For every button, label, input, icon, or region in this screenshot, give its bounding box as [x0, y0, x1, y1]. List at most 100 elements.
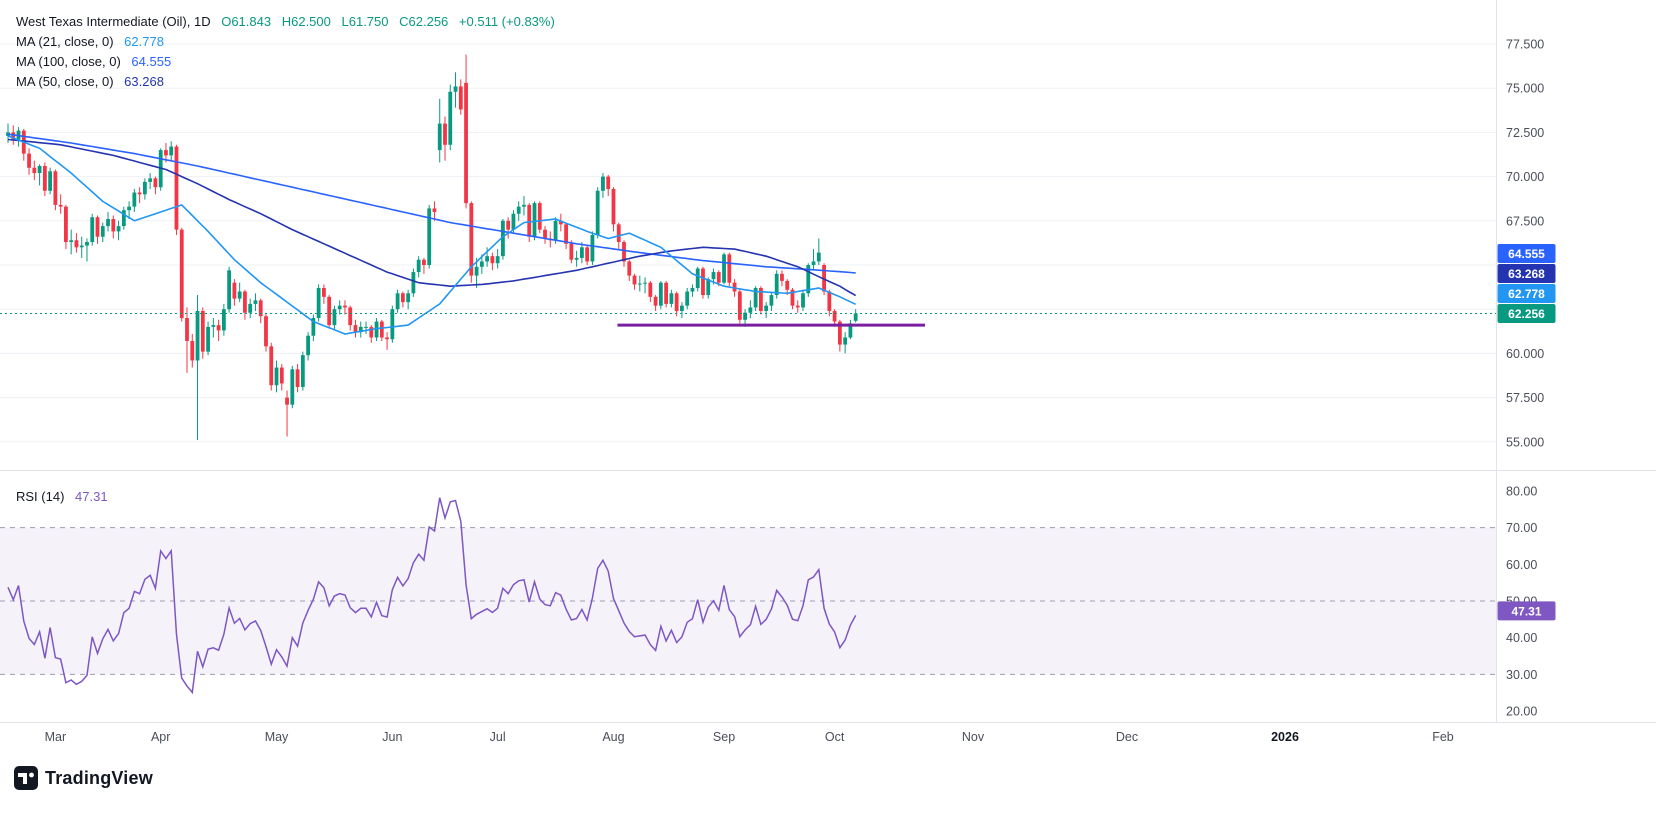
- symbol-row[interactable]: West Texas Intermediate (Oil), 1D O61.84…: [16, 12, 555, 32]
- candle[interactable]: [121, 210, 126, 227]
- candle[interactable]: [64, 206, 68, 243]
- candle[interactable]: [611, 188, 616, 225]
- candle[interactable]: [732, 282, 737, 292]
- ma50-line[interactable]: [7, 138, 857, 297]
- candle[interactable]: [69, 240, 74, 243]
- candle[interactable]: [369, 326, 374, 338]
- candle[interactable]: [142, 181, 147, 195]
- candle[interactable]: [495, 256, 500, 264]
- candle[interactable]: [848, 323, 853, 338]
- candle[interactable]: [485, 256, 490, 262]
- candle[interactable]: [6, 132, 10, 136]
- tradingview-logo[interactable]: TradingView: [14, 766, 153, 790]
- candle[interactable]: [11, 132, 16, 140]
- candle[interactable]: [190, 341, 195, 361]
- candle[interactable]: [111, 219, 116, 232]
- candle[interactable]: [616, 224, 621, 243]
- candle[interactable]: [448, 91, 453, 145]
- candle[interactable]: [511, 213, 516, 230]
- candle[interactable]: [200, 310, 205, 352]
- candle[interactable]: [206, 326, 210, 352]
- candle[interactable]: [348, 307, 353, 326]
- candle[interactable]: [674, 293, 679, 311]
- candle[interactable]: [490, 256, 495, 264]
- candle[interactable]: [680, 305, 684, 311]
- candle[interactable]: [279, 367, 284, 384]
- candle[interactable]: [237, 291, 242, 299]
- candle[interactable]: [337, 305, 342, 310]
- candle[interactable]: [27, 153, 31, 168]
- candle[interactable]: [827, 291, 832, 311]
- candle[interactable]: [601, 176, 605, 191]
- candle[interactable]: [264, 316, 268, 347]
- candle[interactable]: [411, 272, 416, 294]
- price-axis[interactable]: 77.500 75.000 72.500 70.000 67.500 60.000 57.5…: [1496, 0, 1656, 470]
- candle[interactable]: [427, 208, 432, 265]
- candle[interactable]: [643, 282, 647, 284]
- candlestick-series[interactable]: [6, 54, 858, 441]
- candle[interactable]: [722, 254, 726, 283]
- candle[interactable]: [527, 204, 532, 237]
- candle[interactable]: [179, 229, 184, 319]
- candle[interactable]: [853, 313, 858, 321]
- candle[interactable]: [790, 289, 795, 306]
- candle[interactable]: [353, 325, 358, 333]
- candle[interactable]: [379, 321, 384, 338]
- candle[interactable]: [400, 293, 405, 303]
- candle[interactable]: [453, 86, 458, 92]
- candle[interactable]: [137, 192, 142, 195]
- candle[interactable]: [274, 367, 279, 386]
- candle[interactable]: [95, 217, 100, 237]
- candle[interactable]: [311, 318, 316, 336]
- candle[interactable]: [558, 220, 563, 225]
- candle[interactable]: [390, 309, 395, 340]
- candle[interactable]: [132, 192, 137, 207]
- candle[interactable]: [574, 257, 579, 260]
- candle[interactable]: [443, 123, 447, 145]
- candle[interactable]: [764, 305, 769, 311]
- candle[interactable]: [801, 293, 805, 308]
- candle[interactable]: [148, 178, 153, 182]
- candle[interactable]: [243, 291, 247, 313]
- candle[interactable]: [532, 203, 537, 237]
- candle[interactable]: [664, 282, 669, 304]
- candle[interactable]: [769, 295, 774, 306]
- candle[interactable]: [422, 259, 426, 265]
- candle[interactable]: [727, 254, 732, 283]
- candle[interactable]: [300, 355, 305, 387]
- candle[interactable]: [58, 204, 63, 207]
- candle[interactable]: [774, 273, 779, 296]
- candle[interactable]: [458, 86, 463, 110]
- candle[interactable]: [522, 204, 526, 207]
- time-axis[interactable]: Mar Apr May Jun Jul Aug Sep Oct Nov Dec 2026 Feb: [0, 723, 1656, 755]
- candle[interactable]: [737, 291, 742, 320]
- candle[interactable]: [174, 146, 179, 230]
- candle[interactable]: [42, 165, 47, 191]
- candle[interactable]: [553, 220, 558, 241]
- candle[interactable]: [437, 123, 442, 151]
- candle[interactable]: [248, 303, 253, 313]
- candle[interactable]: [780, 273, 784, 281]
- candle[interactable]: [127, 206, 131, 211]
- candle[interactable]: [632, 275, 637, 285]
- candle[interactable]: [32, 167, 37, 174]
- rsi-legend[interactable]: RSI (14) 47.31: [16, 488, 108, 506]
- candle[interactable]: [258, 300, 263, 317]
- candle[interactable]: [806, 265, 811, 294]
- candle[interactable]: [837, 321, 842, 345]
- candle[interactable]: [479, 261, 484, 267]
- candle[interactable]: [232, 282, 237, 299]
- candle[interactable]: [648, 282, 653, 297]
- candle[interactable]: [469, 203, 474, 276]
- candle[interactable]: [569, 243, 574, 260]
- candle[interactable]: [564, 224, 568, 244]
- candle[interactable]: [211, 325, 216, 327]
- candle[interactable]: [590, 234, 595, 262]
- candle[interactable]: [253, 300, 258, 304]
- candle[interactable]: [579, 247, 584, 258]
- candle[interactable]: [748, 307, 753, 313]
- candle[interactable]: [290, 369, 295, 405]
- ma21-legend[interactable]: MA (21, close, 0) 62.778: [16, 32, 555, 52]
- candle[interactable]: [758, 287, 763, 311]
